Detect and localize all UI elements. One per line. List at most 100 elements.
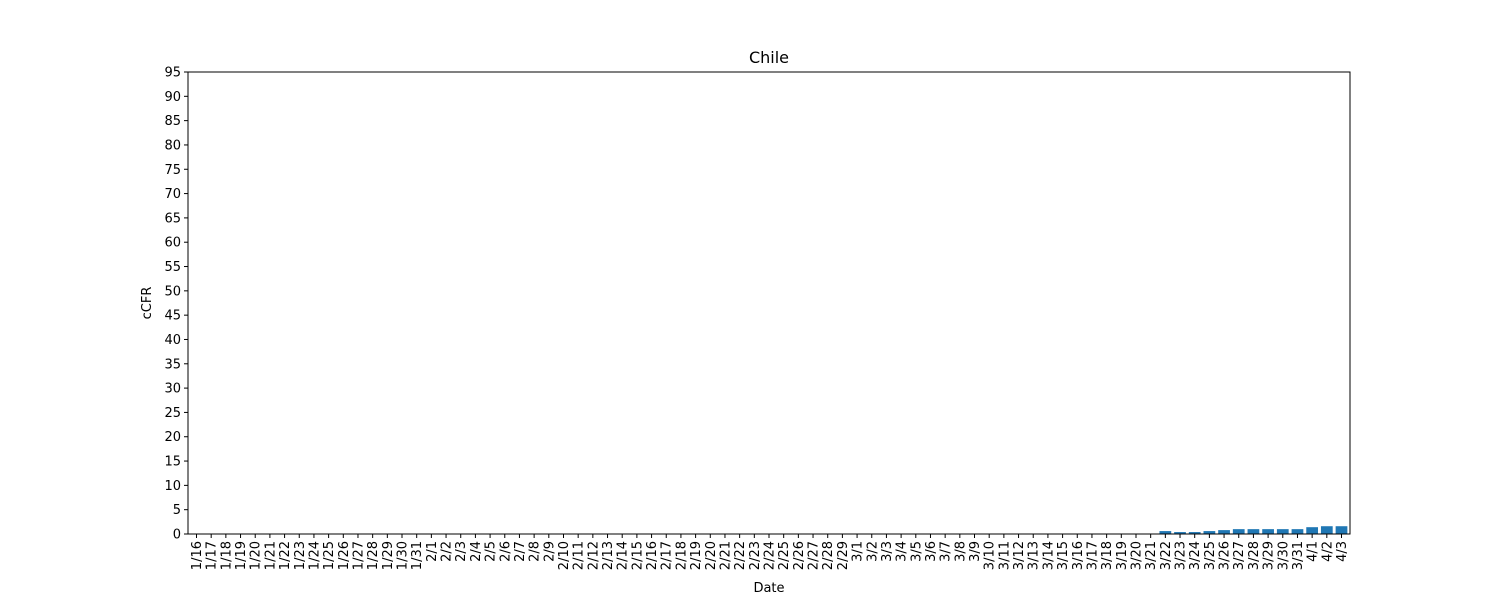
x-tick-label: 3/13 <box>1027 541 1042 570</box>
x-tick-label: 2/23 <box>748 541 763 570</box>
y-tick-label: 5 <box>173 503 181 518</box>
x-tick-label: 3/5 <box>909 541 924 562</box>
x-tick-label: 2/28 <box>821 541 836 570</box>
x-tick-label: 2/24 <box>763 541 778 570</box>
y-tick-label: 40 <box>164 333 181 348</box>
x-tick-label: 2/13 <box>601 541 616 570</box>
x-tick-label: 3/12 <box>1012 541 1027 570</box>
y-tick-label: 0 <box>173 528 181 543</box>
y-tick-label: 75 <box>164 163 181 178</box>
x-tick-label: 2/12 <box>586 541 601 570</box>
x-tick-label: 2/10 <box>557 541 572 570</box>
x-tick-label: 2/3 <box>454 541 469 562</box>
x-tick-label: 1/26 <box>337 541 352 570</box>
x-tick-label: 3/16 <box>1071 541 1086 570</box>
x-tick-label: 4/2 <box>1320 541 1335 562</box>
y-tick-label: 70 <box>164 187 181 202</box>
x-tick-label: 3/9 <box>968 541 983 562</box>
x-tick-label: 3/23 <box>1174 541 1189 570</box>
x-tick-label: 3/10 <box>983 541 998 570</box>
x-tick-label: 3/11 <box>997 541 1012 570</box>
bar-3/24 <box>1188 532 1201 534</box>
x-tick-label: 2/19 <box>689 541 704 570</box>
x-tick-label: 1/19 <box>234 541 249 570</box>
bar-3/29 <box>1262 529 1274 534</box>
bars <box>1159 526 1348 534</box>
bar-3/22 <box>1159 531 1172 534</box>
y-tick-label: 55 <box>164 260 181 275</box>
x-tick-label: 4/3 <box>1335 541 1350 562</box>
x-tick-label: 3/21 <box>1144 541 1159 570</box>
plot-frame <box>187 71 1351 535</box>
x-tick-label: 2/27 <box>807 541 822 570</box>
x-tick-label: 1/22 <box>278 541 293 570</box>
x-tick-label: 2/1 <box>425 541 440 562</box>
x-tick-label: 1/17 <box>205 541 220 570</box>
x-axis-label: Date <box>753 581 784 596</box>
bar-3/30 <box>1276 529 1289 534</box>
x-tick-label: 2/9 <box>542 541 557 562</box>
y-tick-label: 20 <box>164 430 181 445</box>
x-tick-label: 3/1 <box>851 541 866 562</box>
x-tick-label: 3/6 <box>924 541 939 562</box>
x-tick-label: 2/8 <box>528 541 543 562</box>
x-tick-label: 2/21 <box>718 541 733 570</box>
x-tick-label: 1/27 <box>351 541 366 570</box>
x-tick-label: 2/17 <box>660 541 675 570</box>
y-axis-label: cCFR <box>140 287 155 320</box>
y-tick-label: 45 <box>164 309 181 324</box>
x-tick-label: 2/26 <box>792 541 807 570</box>
x-tick-label: 3/22 <box>1159 541 1174 570</box>
x-tick-label: 2/5 <box>484 541 499 562</box>
bar-3/25 <box>1203 531 1216 534</box>
x-tick-label: 2/18 <box>674 541 689 570</box>
x-tick-label: 2/29 <box>836 541 851 570</box>
bar-3/31 <box>1291 529 1304 534</box>
x-tick-label: 2/11 <box>572 541 587 570</box>
x-tick-label: 3/17 <box>1085 541 1100 570</box>
x-tick-label: 3/7 <box>939 541 954 562</box>
bar-3/28 <box>1247 529 1260 534</box>
y-tick-label: 95 <box>164 66 181 81</box>
bar-3/27 <box>1232 529 1245 534</box>
x-tick-label: 1/25 <box>322 541 337 570</box>
x-tick-label: 3/4 <box>895 541 910 562</box>
x-tick-label: 3/28 <box>1247 541 1262 570</box>
x-tick-label: 2/14 <box>616 541 631 570</box>
y-tick-label: 60 <box>164 236 181 251</box>
x-tick-label: 3/24 <box>1188 541 1203 570</box>
x-tick-label: 3/26 <box>1218 541 1233 570</box>
bar-4/2 <box>1320 526 1333 534</box>
x-tick-label: 2/25 <box>777 541 792 570</box>
x-tick-label: 3/25 <box>1203 541 1218 570</box>
x-tick-label: 4/1 <box>1306 541 1321 562</box>
x-tick-label: 2/20 <box>704 541 719 570</box>
y-tick-label: 30 <box>164 382 181 397</box>
x-tick-label: 3/8 <box>953 541 968 562</box>
x-axis: 1/16 1/17 1/18 1/19 1/20 1/21 1/22 1/23 1/24 1/25… <box>190 534 1350 570</box>
x-tick-label: 3/30 <box>1276 541 1291 570</box>
y-tick-label: 85 <box>164 114 181 129</box>
x-tick-label: 3/29 <box>1262 541 1277 570</box>
x-tick-label: 2/4 <box>469 541 484 562</box>
x-tick-label: 3/27 <box>1232 541 1247 570</box>
bar-4/1 <box>1306 527 1319 534</box>
x-tick-label: 3/14 <box>1041 541 1056 570</box>
x-tick-label: 3/15 <box>1056 541 1071 570</box>
x-tick-label: 3/19 <box>1115 541 1130 570</box>
x-tick-label: 1/23 <box>293 541 308 570</box>
x-tick-label: 3/20 <box>1129 541 1144 570</box>
x-tick-label: 3/3 <box>880 541 895 562</box>
bar-4/3 <box>1335 526 1348 534</box>
x-tick-label: 2/6 <box>498 541 513 562</box>
x-tick-label: 1/16 <box>190 541 205 570</box>
x-tick-label: 3/18 <box>1100 541 1115 570</box>
y-tick-label: 65 <box>164 211 181 226</box>
x-tick-label: 2/2 <box>440 541 455 562</box>
x-tick-label: 1/30 <box>396 541 411 570</box>
x-tick-label: 2/22 <box>733 541 748 570</box>
bar-3/26 <box>1218 530 1230 534</box>
y-tick-label: 90 <box>164 90 181 105</box>
x-tick-label: 1/21 <box>263 541 278 570</box>
